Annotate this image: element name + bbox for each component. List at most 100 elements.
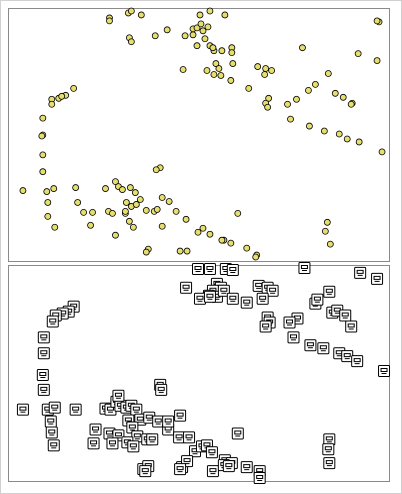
- map-icon: [106, 437, 119, 450]
- map-icon: [162, 415, 175, 428]
- map-icon: [345, 320, 358, 333]
- map-icon: [322, 443, 335, 456]
- map-icon: [46, 315, 59, 328]
- map-marker: [74, 199, 82, 206]
- map-marker: [265, 94, 273, 102]
- map-icon: [37, 331, 50, 344]
- map-marker: [119, 186, 126, 193]
- map-marker: [102, 185, 109, 192]
- map-marker: [193, 24, 201, 32]
- map-marker: [354, 50, 362, 58]
- map-marker: [125, 217, 133, 225]
- map-icon: [36, 368, 49, 381]
- map-icon: [193, 292, 206, 305]
- map-icon: [240, 296, 253, 309]
- map-marker: [158, 222, 166, 230]
- map-icon: [283, 316, 296, 329]
- map-marker: [70, 84, 78, 92]
- map-marker: [209, 44, 217, 52]
- map-icon: [287, 331, 300, 344]
- map-icon: [192, 262, 205, 275]
- map-marker: [201, 35, 209, 43]
- map-marker: [199, 224, 207, 232]
- map-icon: [131, 430, 144, 443]
- map-marker: [218, 236, 226, 244]
- map-icon: [45, 426, 58, 439]
- map-marker: [58, 92, 66, 100]
- map-marker: [39, 114, 47, 122]
- map-icon: [89, 423, 102, 436]
- map-marker: [373, 17, 381, 25]
- map-marker: [262, 65, 270, 72]
- map-icon: [47, 439, 60, 452]
- map-icon: [173, 431, 186, 444]
- map-icon: [143, 411, 156, 424]
- map-marker: [132, 201, 140, 208]
- map-icon: [311, 293, 324, 306]
- map-marker: [38, 132, 46, 140]
- map-marker: [39, 168, 47, 176]
- map-icon: [351, 355, 364, 368]
- map-icon: [231, 427, 244, 440]
- map-marker: [343, 135, 351, 143]
- map-marker: [127, 38, 135, 46]
- map-marker: [252, 253, 260, 261]
- map-icon: [256, 292, 269, 305]
- map-marker: [142, 207, 150, 214]
- map-icon: [155, 383, 168, 396]
- map-icon: [304, 339, 317, 352]
- map-marker: [254, 63, 262, 70]
- map-marker: [109, 209, 116, 217]
- map-marker: [210, 71, 218, 78]
- map-marker: [51, 223, 59, 231]
- map-marker: [44, 199, 52, 206]
- map-icon: [37, 347, 50, 360]
- map-marker: [228, 49, 236, 57]
- map-icon: [203, 262, 216, 275]
- map-marker: [89, 208, 96, 216]
- map-marker: [152, 166, 160, 174]
- map-icon: [253, 472, 266, 485]
- map-icon: [341, 350, 354, 363]
- map-icon: [206, 465, 219, 478]
- map-marker: [373, 57, 381, 64]
- map-marker: [87, 221, 94, 229]
- map-marker: [221, 11, 229, 19]
- map-icon: [69, 403, 82, 416]
- map-marker: [293, 95, 300, 103]
- map-icon: [259, 320, 272, 333]
- map-marker: [323, 218, 331, 226]
- map-marker: [127, 7, 135, 15]
- map-icon: [378, 365, 391, 378]
- map-marker: [324, 70, 332, 77]
- map-marker: [306, 122, 313, 130]
- map-icon: [323, 433, 336, 446]
- map-marker: [19, 187, 27, 194]
- map-marker: [126, 184, 134, 191]
- map-icon: [317, 342, 330, 355]
- map-marker: [194, 228, 202, 236]
- map-icon: [87, 437, 100, 450]
- map-marker: [229, 60, 237, 67]
- map-marker: [215, 65, 223, 72]
- map-icon: [203, 290, 216, 303]
- map-marker: [284, 100, 291, 108]
- map-icon: [240, 461, 253, 474]
- map-marker: [112, 231, 119, 239]
- map-icon: [112, 389, 125, 402]
- map-icon: [226, 263, 239, 276]
- map-marker: [261, 71, 269, 78]
- map-marker: [39, 151, 47, 159]
- map-marker: [50, 185, 58, 192]
- map-marker: [72, 184, 80, 191]
- map-marker: [355, 138, 363, 146]
- map-icon: [298, 261, 311, 274]
- map-icon: [371, 272, 384, 285]
- map-marker: [203, 67, 211, 74]
- map-marker: [129, 223, 137, 231]
- map-marker: [137, 11, 145, 19]
- map-marker: [335, 130, 343, 138]
- map-marker: [163, 26, 171, 34]
- map-marker: [196, 11, 204, 19]
- map-marker: [243, 244, 251, 252]
